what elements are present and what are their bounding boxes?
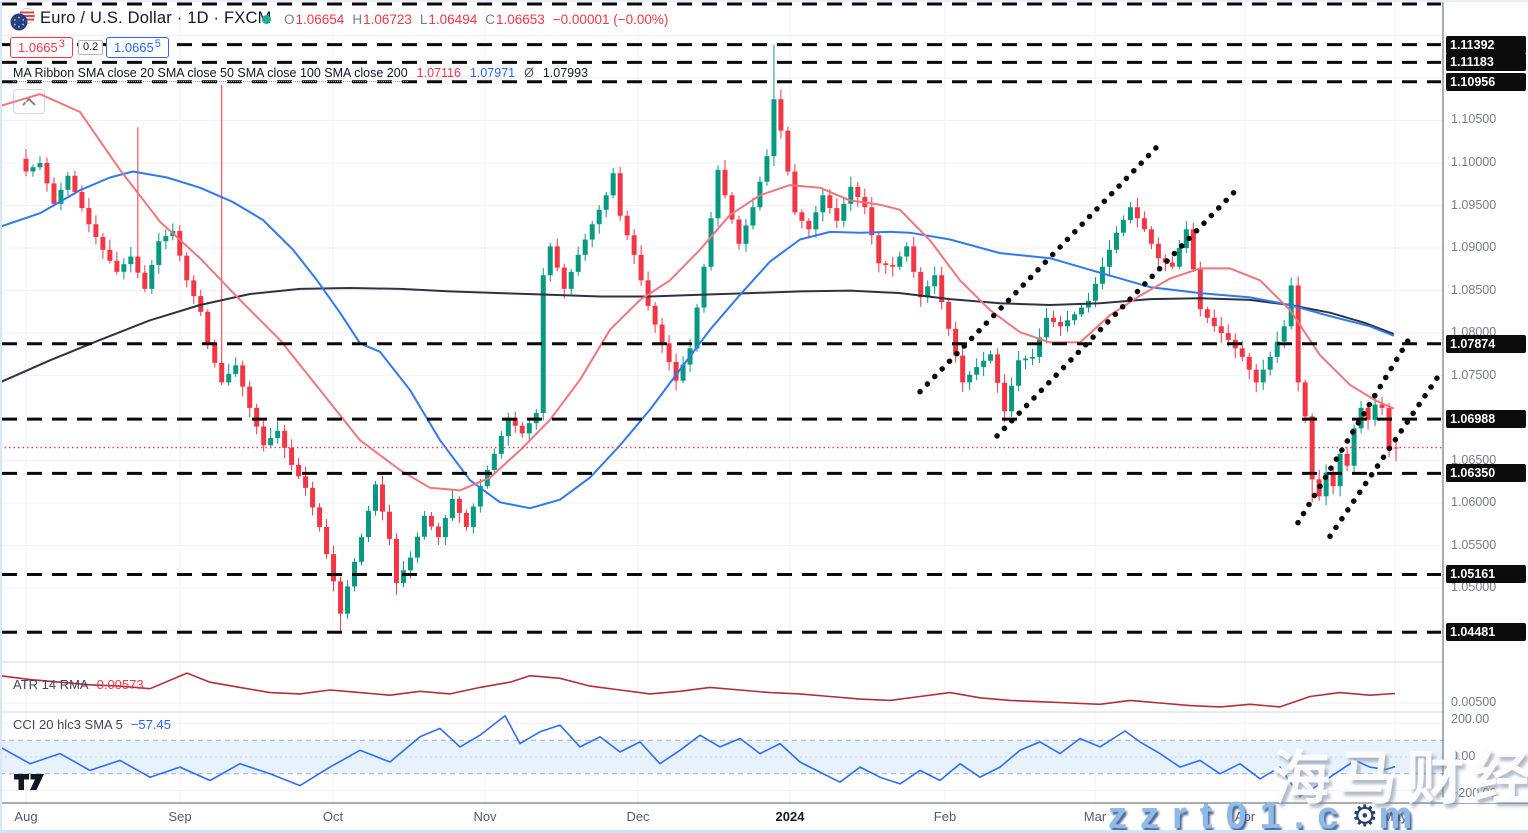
price-level-badge: 1.06350: [1446, 464, 1526, 483]
sma20-line: [0, 93, 1394, 492]
trendline-annotation[interactable]: [917, 144, 1160, 395]
change-value: −0.00001 (−0.00%): [552, 12, 669, 27]
spread-label: 0.2: [78, 40, 104, 55]
time-axis-label: 2024: [775, 809, 805, 824]
window-edge-top: [0, 0, 1528, 2]
sma200-value: 1.07993: [542, 66, 589, 80]
open-value: O1.06654: [284, 12, 345, 27]
market-status-icon: [262, 15, 271, 24]
atr-indicator-legend[interactable]: ATR 14 RMA 0.00573: [13, 677, 144, 692]
time-axis-label: Oct: [322, 809, 344, 824]
time-axis-label: Dec: [626, 809, 650, 824]
low-value: L1.06494: [419, 12, 478, 27]
cci-tick-label: 200.00: [1451, 712, 1490, 727]
price-level-badge: 1.10956: [1446, 72, 1526, 91]
price-tick-label: 1.05500: [1451, 537, 1497, 552]
time-axis-label: Sep: [168, 809, 192, 824]
time-axis-label: Apr: [1234, 809, 1256, 824]
time-axis-label: May: [1382, 809, 1408, 824]
time-axis-label: Aug: [14, 809, 38, 824]
ma-ribbon-legend[interactable]: MA Ribbon SMA close 20 SMA close 50 SMA …: [13, 66, 588, 82]
price-tick-label: 1.06500: [1451, 452, 1497, 467]
price-level-badge: 1.05161: [1446, 565, 1526, 584]
price-tick-label: 1.10500: [1451, 112, 1497, 127]
ma-ribbon-label: MA Ribbon SMA close 20 SMA close 50 SMA …: [13, 66, 408, 82]
ask-price-badge[interactable]: 1.0665 5: [106, 37, 169, 58]
price-tick-label: 1.09500: [1451, 197, 1497, 212]
cci-label: CCI 20 hlc3 SMA 5: [13, 717, 123, 732]
candlestick-series: [23, 44, 1399, 633]
cci-tick-label: −200.00: [1451, 785, 1497, 800]
price-level-badge: 1.11392: [1446, 35, 1526, 54]
symbol-title[interactable]: Euro / U.S. Dollar · 1D · FXCM: [40, 9, 272, 27]
price-tick-label: 1.06000: [1451, 495, 1497, 510]
atr-tick-label: 0.00500: [1451, 695, 1497, 709]
symbol-flags-icon: [8, 7, 38, 32]
sma20-value: 1.07116: [416, 66, 461, 80]
price-tick-label: 1.09000: [1451, 240, 1497, 255]
price-tick-label: 1.08500: [1451, 282, 1497, 297]
sma200-line: [0, 287, 1394, 384]
time-axis[interactable]: Aug Sep Oct Nov Dec 2024 Feb Mar Apr May: [0, 804, 1528, 830]
chevron-up-icon: [22, 97, 36, 106]
tradingview-logo[interactable]: [14, 772, 48, 797]
price-level-badge: 1.06988: [1446, 410, 1526, 429]
trendline-annotation[interactable]: [994, 187, 1239, 439]
window-edge-left: [0, 0, 2, 833]
price-tick-label: 1.05000: [1451, 580, 1497, 595]
atr-line: [0, 672, 1396, 708]
price-tick-label: 1.10000: [1451, 155, 1497, 169]
time-axis-label: Mar: [1083, 809, 1107, 824]
atr-label: ATR 14 RMA: [13, 677, 89, 692]
cci-line: [0, 714, 1396, 798]
price-tick-label: 1.07500: [1451, 367, 1497, 382]
price-level-badge: 1.11183: [1446, 53, 1526, 72]
time-axis-label: Nov: [473, 809, 497, 824]
atr-value: 0.00573: [96, 677, 144, 692]
window-edge-bottom: [0, 830, 1528, 833]
cci-indicator-legend[interactable]: CCI 20 hlc3 SMA 5 −57.45: [13, 717, 171, 732]
bid-price-badge[interactable]: 1.0665 3: [10, 37, 73, 58]
cci-tick-label: 0.00: [1451, 749, 1476, 763]
high-value: H1.06723: [352, 12, 412, 27]
trendline-annotation[interactable]: [1327, 369, 1444, 540]
sma100-value: Ø: [524, 66, 534, 80]
trendline-annotation[interactable]: [1295, 336, 1412, 526]
sma50-value: 1.07971: [469, 66, 516, 80]
close-value: C1.06653: [485, 12, 545, 27]
price-level-badge: 1.04481: [1446, 623, 1526, 642]
price-level-badge: 1.07874: [1446, 334, 1526, 353]
ohlc-values: O1.06654 H1.06723 L1.06494 C1.06653 −0.0…: [284, 12, 668, 27]
time-axis-label: Feb: [933, 809, 957, 824]
cci-value: −57.45: [130, 717, 171, 732]
price-scale[interactable]: 1.10500 1.10000 1.09500 1.09000 1.08500 1.080…: [1444, 0, 1528, 803]
sma50-line: [0, 170, 1394, 510]
